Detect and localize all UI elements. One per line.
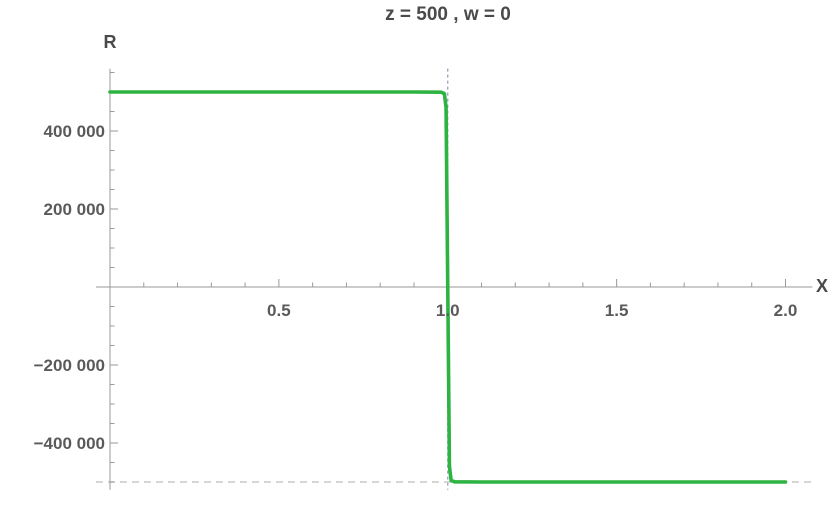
y-tick-label: 200 000 (44, 200, 105, 219)
series-line (108, 90, 788, 484)
y-tick-label: −200 000 (34, 356, 105, 375)
series (108, 90, 788, 484)
x-axis-title: X (816, 276, 828, 296)
y-tick-label: −400 000 (34, 434, 105, 453)
labels: z = 500 , w = 0 X R 0.5 1.0 1.5 2.0 −400 000… (34, 4, 828, 453)
x-tick-label: 2.0 (774, 301, 798, 320)
reference-lines (96, 68, 813, 490)
y-tick-label: 400 000 (44, 122, 105, 141)
y-axis-title: R (104, 32, 117, 52)
x-tick-label: 0.5 (267, 301, 291, 320)
x-tick-label: 1.0 (436, 301, 460, 320)
chart-title: z = 500 , w = 0 (385, 4, 511, 25)
x-tick-label: 1.5 (605, 301, 629, 320)
axes (96, 68, 813, 490)
